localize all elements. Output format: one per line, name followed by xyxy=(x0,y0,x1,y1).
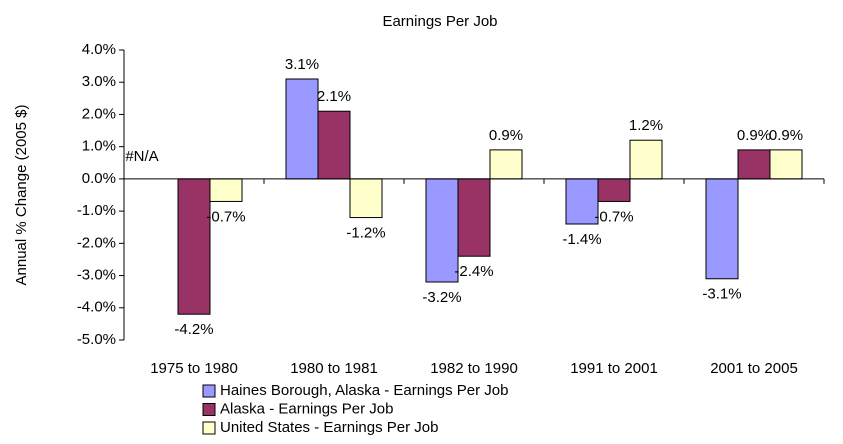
data-label: -0.7% xyxy=(594,208,633,225)
data-label: -0.7% xyxy=(206,208,245,225)
y-tick-label: 3.0% xyxy=(82,73,116,90)
legend-label: United States - Earnings Per Job xyxy=(220,419,438,436)
y-tick-label: 4.0% xyxy=(82,41,116,58)
data-label: #N/A xyxy=(125,148,158,165)
x-tick-label: 1982 to 1990 xyxy=(430,360,518,377)
bar xyxy=(737,149,771,180)
data-label: 0.9% xyxy=(489,127,523,144)
y-tick-label: 0.0% xyxy=(82,170,116,187)
data-label: 1.2% xyxy=(629,117,663,134)
chart-title: Earnings Per Job xyxy=(382,13,497,30)
x-tick-label: 1975 to 1980 xyxy=(150,360,238,377)
bar xyxy=(769,149,803,180)
bar xyxy=(177,178,211,315)
data-label: 0.9% xyxy=(737,127,771,144)
bar xyxy=(425,178,459,283)
y-tick-label: 2.0% xyxy=(82,105,116,122)
data-label: -2.4% xyxy=(454,263,493,280)
y-axis-label: Annual % Change (2005 $) xyxy=(13,105,30,286)
data-label: 2.1% xyxy=(317,88,351,105)
data-label: 3.1% xyxy=(285,56,319,73)
data-label: 0.9% xyxy=(769,127,803,144)
data-label: -1.4% xyxy=(562,231,601,248)
bar xyxy=(457,178,491,257)
legend-swatch xyxy=(202,403,216,416)
x-tick-label: 1980 to 1981 xyxy=(290,360,378,377)
legend-label: Haines Borough, Alaska - Earnings Per Jo… xyxy=(220,382,509,399)
legend-swatch xyxy=(202,384,216,398)
bar xyxy=(317,110,351,180)
bar xyxy=(597,178,631,202)
y-tick-label: -2.0% xyxy=(77,234,116,251)
data-label: -1.2% xyxy=(346,225,385,242)
x-tick-label: 2001 to 2005 xyxy=(710,360,798,377)
bar xyxy=(565,178,599,225)
legend-swatch xyxy=(202,421,216,435)
legend-label: Alaska - Earnings Per Job xyxy=(220,400,393,417)
y-tick-label: -1.0% xyxy=(77,202,116,219)
y-tick-label: -3.0% xyxy=(77,267,116,284)
bar xyxy=(349,178,383,219)
bar xyxy=(285,78,319,180)
bar xyxy=(489,149,523,180)
bar xyxy=(209,178,243,202)
y-tick-label: -5.0% xyxy=(77,331,116,348)
y-tick-label: 1.0% xyxy=(82,138,116,155)
y-tick-label: -4.0% xyxy=(77,299,116,316)
data-label: -3.2% xyxy=(422,289,461,306)
data-label: -3.1% xyxy=(702,286,741,303)
data-label: -4.2% xyxy=(174,321,213,338)
x-tick-label: 1991 to 2001 xyxy=(570,360,658,377)
bar xyxy=(705,178,739,280)
bar xyxy=(629,139,663,180)
